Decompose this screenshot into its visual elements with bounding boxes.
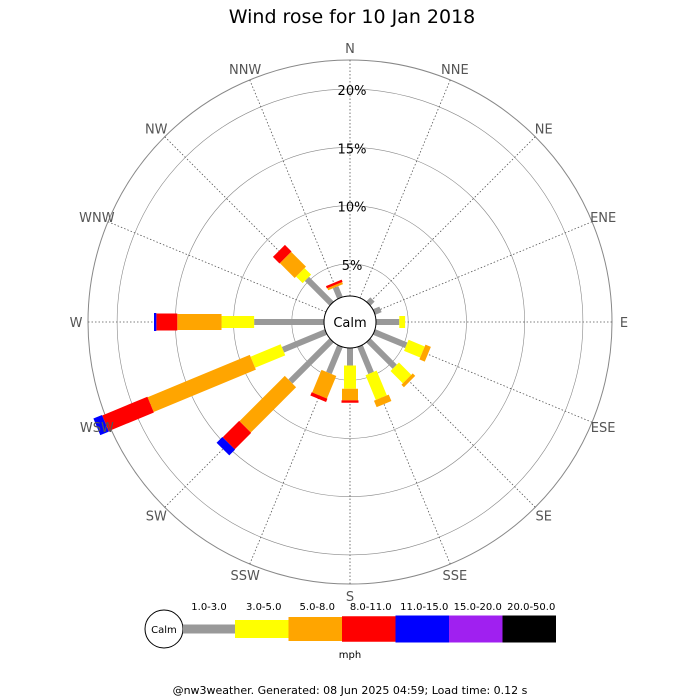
bar-nnw-bin-2: [327, 282, 343, 291]
spoke-ne: [368, 136, 536, 304]
dir-label-ene: ENE: [590, 211, 616, 226]
spoke-nne: [359, 79, 451, 299]
dir-label-nne: NNE: [441, 63, 469, 78]
bar-ene-bin-0: [372, 306, 382, 315]
bar-ese-bin-1: [403, 339, 425, 358]
bar-ese-bin-0: [372, 329, 408, 349]
legend-calm-label: Calm: [151, 625, 177, 636]
bar-sw-bin-2: [239, 375, 297, 433]
legend-label-2: 5.0-8.0: [300, 602, 335, 613]
dir-label-se: SE: [536, 510, 552, 525]
bar-se-bin-2: [401, 373, 416, 388]
legend: Calm 1.0-3.0 3.0-5.0 5.0-8.0 8.0-11.0 11.0-1…: [144, 602, 556, 661]
bar-ese-bin-2: [419, 344, 431, 362]
dir-label-wsw: WSW: [80, 421, 114, 436]
bar-sse-bin-0: [357, 344, 374, 375]
dir-label-ssw: SSW: [230, 569, 260, 584]
bar-nnw-bin-3: [325, 279, 343, 289]
bar-nw-bin-1: [296, 268, 312, 284]
bar-wsw-bin-4: [93, 414, 109, 436]
bar-se-bin-0: [366, 338, 397, 369]
spoke-nnw: [249, 79, 341, 299]
axis-labels: N NNE NE ENE E ESE SE SSE S SSW SW WSW W WNW NW NNW 5% 10…: [70, 42, 629, 605]
bar-ssw-bin-2: [312, 369, 337, 399]
legend-label-5: 15.0-20.0: [454, 602, 502, 613]
bar-se-bin-1: [390, 362, 412, 384]
bar-ne-bin-0: [366, 297, 375, 306]
spoke-wnw: [107, 221, 327, 313]
bar-nw-bin-2: [279, 251, 306, 278]
bar-sw-bin-3: [222, 420, 252, 450]
dir-label-sw: SW: [146, 510, 167, 525]
dir-label-s: S: [346, 590, 354, 605]
legend-label-0: 1.0-3.0: [191, 602, 226, 613]
bar-sse-bin-2: [373, 394, 392, 408]
dir-label-wnw: WNW: [79, 211, 115, 226]
calm-center: Calm: [323, 295, 377, 349]
bar-wsw-bin-3: [102, 396, 154, 432]
dir-label-nnw: NNW: [229, 63, 261, 78]
dir-label-ne: NE: [535, 122, 553, 137]
dir-label-n: N: [345, 42, 355, 57]
bar-wsw-bin-1: [250, 344, 286, 368]
bar-wsw-bin-2: [147, 354, 256, 412]
bar-nw-bin-0: [304, 276, 334, 306]
bar-wsw-bin-0: [281, 329, 328, 353]
ring-label-20: 20%: [338, 84, 367, 99]
chart-title: Wind rose for 10 Jan 2018: [229, 6, 476, 28]
legend-items: 1.0-3.0 3.0-5.0 5.0-8.0 8.0-11.0 11.0-15.0 15…: [183, 602, 556, 643]
footer-text: @nw3weather. Generated: 08 Jun 2025 04:5…: [173, 684, 528, 697]
dir-label-sse: SSE: [442, 569, 467, 584]
dir-label-w: W: [70, 316, 83, 331]
dir-label-nw: NW: [145, 122, 168, 137]
legend-label-3: 8.0-11.0: [350, 602, 392, 613]
legend-label-1: 3.0-5.0: [246, 602, 281, 613]
legend-unit: mph: [339, 650, 361, 661]
ring-label-10: 10%: [338, 201, 367, 216]
legend-label-6: 20.0-50.0: [507, 602, 555, 613]
bar-sw-bin-4: [216, 436, 236, 456]
dir-label-e: E: [620, 316, 628, 331]
bar-nw-bin-3: [272, 244, 292, 264]
bar-nnw-bin-0: [332, 286, 343, 300]
ring-label-5: 5%: [342, 259, 363, 274]
bar-ssw-bin-0: [326, 344, 343, 375]
ring-label-15: 15%: [338, 142, 367, 157]
spoke-ene: [373, 221, 593, 313]
bars: [93, 244, 431, 456]
calm-label: Calm: [333, 316, 366, 331]
bar-ssw-bin-3: [310, 392, 328, 402]
calm-circle: [323, 295, 377, 349]
bar-sw-bin-0: [288, 338, 334, 384]
bar-sse-bin-1: [365, 370, 387, 400]
legend-label-4: 11.0-15.0: [400, 602, 448, 613]
dir-label-ese: ESE: [591, 421, 616, 436]
